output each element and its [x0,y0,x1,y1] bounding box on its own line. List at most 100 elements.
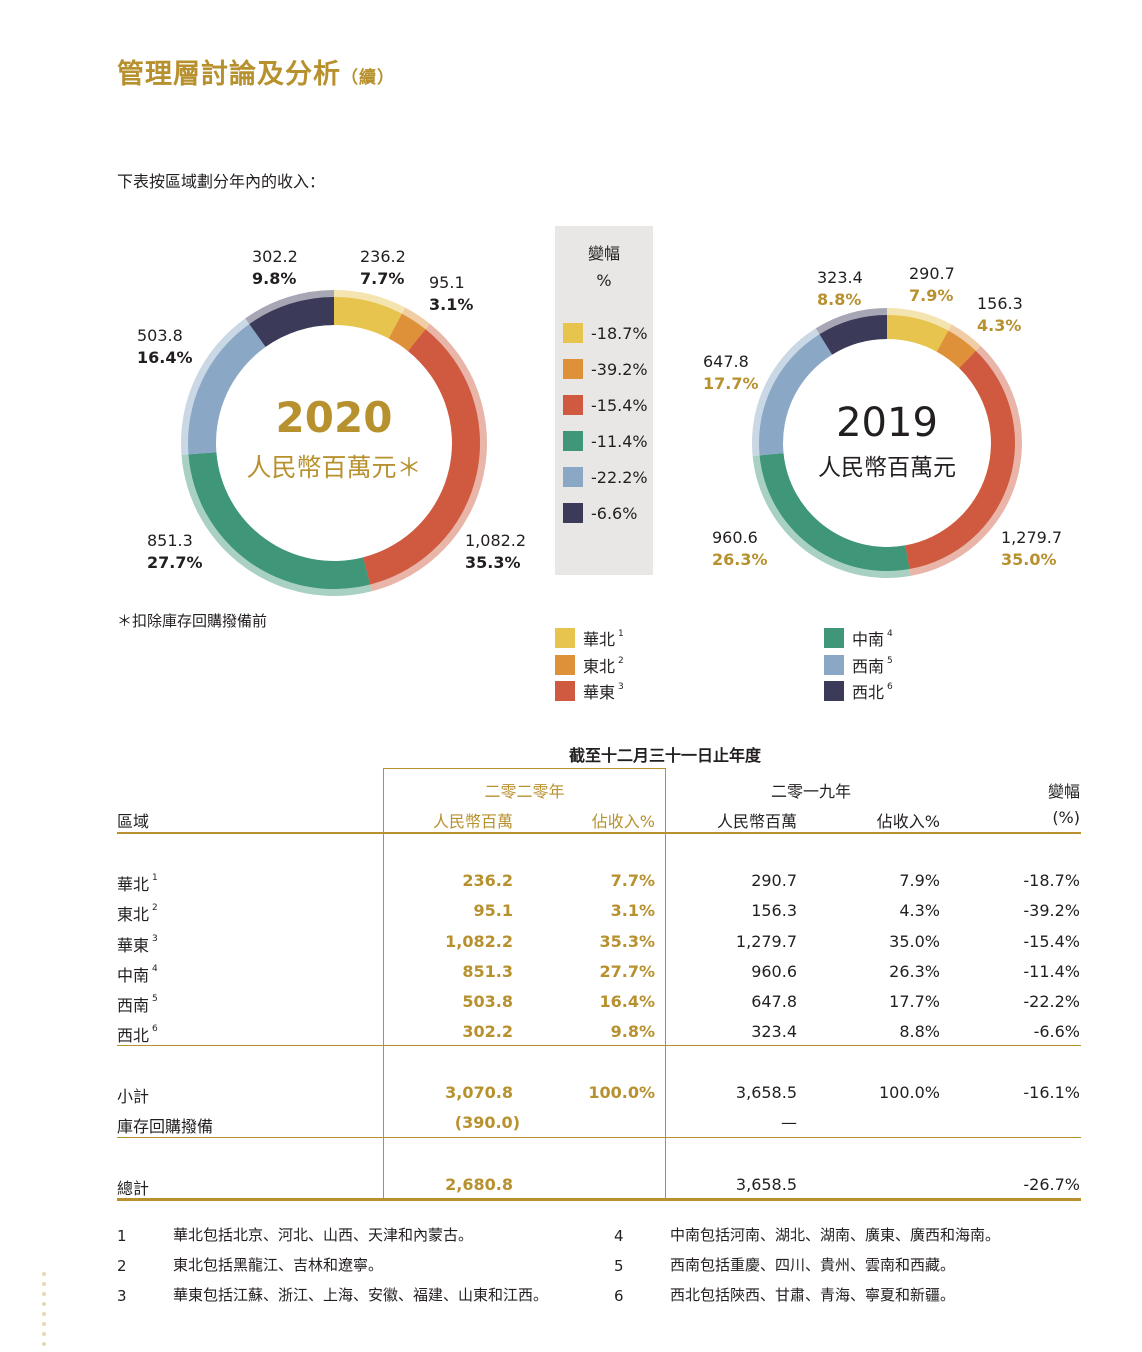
legend-label: 中南 [852,630,885,649]
footnote-number: 2 [117,1257,127,1275]
slice-東北 [388,313,426,352]
header-pct-2019: 佔收入% [876,812,940,831]
header-rmb-2020: 人民幣百萬 [432,812,513,831]
header-rule [117,832,1081,834]
row-value-2020: 851.3 [462,962,513,981]
row-value-2019: 290.7 [751,871,797,890]
row-value-2019: 323.4 [751,1022,797,1041]
slice-華北 [334,297,402,339]
row-value-2019: 647.8 [751,992,797,1011]
label-2019-xibei: 323.4 8.8% [817,267,863,311]
legend-item: 華北 1 [555,628,624,649]
change-panel-unit: % [596,271,612,290]
provision-rule [117,1137,1081,1138]
row-value-2020: 95.1 [473,901,513,920]
donut-2019-title: 2019 [836,400,938,446]
subtotal-rule [117,1045,1081,1046]
slice-西北 [249,297,334,347]
swatch-xinan [563,467,583,487]
header-change: 變幅 [1047,782,1080,801]
donut-2020-subtitle: 人民幣百萬元＊ [246,453,421,482]
value-label: 302.2 [252,247,298,266]
percent-label: 7.9% [909,286,954,305]
slice-西南 [759,334,833,456]
value-label: 647.8 [703,352,749,371]
value-label: 960.6 [712,528,758,547]
row-pct-2020: 16.4% [599,992,655,1011]
swatch-huabei [563,323,583,343]
change-item: -11.4% [563,431,648,451]
value-label: 1,082.2 [465,531,527,550]
row-pct-2020: 7.7% [610,871,655,890]
row-region: 西南 5 [117,993,158,1015]
change-item: -18.7% [563,323,648,343]
header-year-2020: 二零二零年 [484,782,565,801]
change-value: -11.4% [591,431,648,451]
label-2020-xinan: 503.8 16.4% [137,325,193,369]
row-region: 華北 1 [117,872,158,894]
footnote-number: 5 [614,1257,624,1275]
slice-西南 [187,324,266,455]
provision-value-2019: — [781,1113,797,1132]
row-value-2019: 156.3 [751,901,797,920]
change-value: -39.2% [591,359,648,379]
change-item: -6.6% [563,503,637,523]
slice-華北 [887,315,949,352]
row-pct-2020: 3.1% [610,901,655,920]
change-panel-title: 變幅 % [555,240,653,294]
page-edge-decoration [42,1272,46,1352]
value-label: 236.2 [360,247,406,266]
legend-label: 華北 [583,630,616,649]
row-pct-2019: 4.3% [899,901,940,920]
row-value-2019: 1,279.7 [735,932,797,951]
footnote-text: 華北包括北京、河北、山西、天津和內蒙古。 [173,1226,474,1244]
total-value-2019: 3,658.5 [735,1175,797,1194]
slice-華東 [363,329,480,585]
percent-label: 16.4% [137,348,193,367]
change-value: -18.7% [591,323,648,343]
row-pct-2019: 26.3% [889,962,940,981]
page-title-suffix: （續） [341,68,395,88]
row-region: 西北 6 [117,1023,158,1045]
swatch-xibei [563,503,583,523]
donut-2019-subtitle: 人民幣百萬元 [818,455,956,481]
value-label: 290.7 [909,264,955,283]
value-label: 851.3 [147,531,193,550]
total-label: 總計 [117,1179,150,1198]
legend-swatch [555,628,575,648]
subtotal-value-2020: 3,070.8 [445,1083,513,1102]
percent-label: 9.8% [252,269,297,288]
row-region: 中南 4 [117,963,158,985]
footnote-number: 3 [117,1287,127,1305]
percent-label: 4.3% [977,316,1022,335]
percent-label: 17.7% [703,374,759,393]
legend-swatch [555,655,575,675]
change-panel-title-text: 變幅 [587,244,620,263]
change-value: -22.2% [591,467,648,487]
subtotal-value-2019: 3,658.5 [735,1083,797,1102]
footnote-number: 6 [614,1287,624,1305]
star-footnote: ＊扣除庫存回購撥備前 [117,612,268,630]
row-value-2020: 302.2 [462,1022,513,1041]
header-pct-2020: 佔收入% [591,812,655,831]
donut-2020-title: 2020 [276,393,393,442]
legend-item: 西南 5 [824,655,893,676]
row-change: -15.4% [1023,932,1080,951]
footnote-text: 中南包括河南、湖北、湖南、廣東、廣西和海南。 [670,1226,1001,1244]
provision-value-2020: (390.0) [454,1113,520,1132]
footnote-text: 東北包括黑龍江、吉林和遼寧。 [173,1256,384,1274]
row-value-2019: 960.6 [751,962,797,981]
donut-2020 [181,290,487,596]
legend-label: 西北 [852,683,885,702]
slice-東北 [936,330,976,369]
legend-item: 華東 3 [555,681,624,702]
page-title-text: 管理層討論及分析 [117,59,341,90]
row-pct-2020: 27.7% [599,962,655,981]
header-year-2019: 二零一九年 [770,782,851,801]
legend-ref: 2 [618,656,624,666]
row-pct-2019: 8.8% [899,1022,940,1041]
total-change: -26.7% [1023,1175,1080,1194]
row-value-2020: 503.8 [462,992,513,1011]
percent-label: 35.3% [465,553,521,572]
legend-label: 西南 [852,657,885,676]
